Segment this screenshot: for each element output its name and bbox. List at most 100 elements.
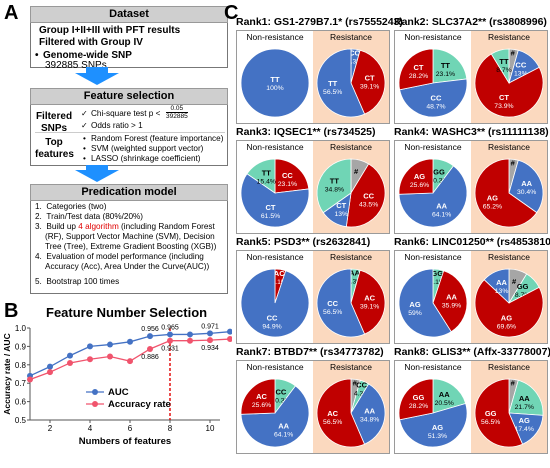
non-resistance-label: Non-resistance	[246, 362, 304, 372]
feature-header: Feature selection	[30, 88, 228, 105]
slice-percent-label: 64.1%	[274, 432, 293, 439]
pie-slice	[474, 279, 544, 338]
fraction-numerator: 0.05	[170, 105, 184, 112]
slice-genotype-label: CC	[349, 49, 360, 58]
resistance-label: Resistance	[487, 252, 531, 262]
data-label: 0.931	[161, 346, 179, 353]
pie-slice	[316, 158, 352, 214]
legend-label: AUC	[108, 387, 129, 398]
down-arrow-icon	[75, 170, 119, 182]
x-tick-label: 10	[206, 424, 215, 433]
slice-percent-label: 10.3%	[429, 177, 448, 184]
pie-slice	[345, 163, 386, 228]
rank-card: Non-resistance Resistance TT 100% CC 4.3% CT 39…	[236, 30, 390, 124]
data-point	[67, 359, 73, 366]
rank-card: Non-resistance Resistance AC 5.1% CC 94.9% AA 4…	[236, 250, 390, 344]
non-resistance-label: Non-resistance	[246, 252, 304, 262]
slice-percent-label: 4.3%	[347, 279, 363, 286]
slice-percent-label: 17.4%	[515, 426, 534, 433]
x-tick-label: 8	[168, 424, 173, 433]
y-tick-label: 0.8	[15, 361, 27, 370]
bullet-icon: •	[35, 50, 39, 61]
data-label: 0.971	[201, 323, 219, 330]
resistance-label: Resistance	[329, 362, 373, 372]
y-tick-label: 0.9	[15, 342, 27, 351]
pie-slice	[474, 158, 538, 228]
feature-selection-box: Feature selection Filtered SNPs ✓ Chi-sq…	[30, 88, 228, 166]
data-point	[187, 331, 193, 338]
data-point	[27, 376, 33, 383]
slice-percent-label: 64.1%	[432, 212, 451, 219]
slice-percent-label: 5.1%	[271, 279, 287, 286]
non-resistance-label: Non-resistance	[246, 32, 304, 42]
slice-percent-label: 28.2%	[409, 403, 428, 410]
resistance-label: Resistance	[329, 32, 373, 42]
data-point	[227, 328, 232, 335]
slice-genotype-label: AA	[439, 390, 450, 399]
pie-slice	[508, 379, 544, 416]
data-point	[87, 356, 93, 363]
dataset-box: Dataset Group I+II+III with PFT results …	[30, 6, 228, 71]
bullet-icon: •	[83, 144, 86, 153]
slice-percent-label: 94.9%	[262, 323, 281, 330]
slice-percent-label: 25.6%	[410, 182, 429, 189]
slice-percent-label: 30.4%	[517, 189, 536, 196]
slice-genotype-label: CT	[499, 93, 509, 102]
rank-title: Rank3: IQSEC1** (rs734525)	[236, 126, 376, 138]
bullet-icon: •	[83, 154, 86, 163]
slice-genotype-label: AG	[432, 423, 443, 432]
slice-genotype-label: TT	[262, 168, 272, 177]
slice-percent-label: 39.1%	[360, 84, 379, 91]
pie-slice	[274, 158, 310, 194]
slice-percent-label: 20.5%	[435, 400, 454, 407]
slice-percent-label: 35.9%	[442, 303, 461, 310]
slice-genotype-label: CT	[266, 203, 276, 212]
model-step-text-pre: Build up	[46, 222, 79, 231]
slice-percent-label: 8.7%	[496, 67, 512, 74]
y-tick-label: 1.0	[15, 324, 27, 333]
non-resistance-label: Non-resistance	[404, 362, 462, 372]
slice-genotype-label: GG	[517, 282, 529, 291]
pie-slice	[483, 268, 510, 304]
slice-genotype-label: #	[512, 277, 517, 286]
data-point	[147, 333, 153, 340]
slice-genotype-label: AA	[349, 269, 360, 278]
slice-percent-label: 15.4%	[257, 178, 276, 185]
non-resistance-label: Non-resistance	[404, 252, 462, 262]
model-step-text: Train/Test data (80%/20%)	[46, 212, 144, 221]
slice-genotype-label: CC	[276, 387, 287, 396]
model-step-text: Categories (two)	[46, 202, 107, 211]
slice-percent-label: 61.5%	[261, 213, 280, 220]
rank-title: Rank4: WASHC3** (rs11111138)	[394, 126, 549, 138]
pie-slice	[508, 159, 544, 214]
resistance-label: Resistance	[329, 252, 373, 262]
data-point	[187, 337, 193, 344]
model-header: Predication model	[30, 184, 228, 201]
slice-genotype-label: CT	[414, 63, 424, 72]
chi-square-criterion: Chi-square test p <	[91, 109, 161, 118]
resistance-label: Resistance	[329, 142, 373, 152]
rank-card: Non-resistance Resistance CC 10.3% AA 64.1% AC…	[236, 360, 390, 454]
pie-slice	[399, 78, 468, 118]
top-feature-item: LASSO (shrinkage coefficient)	[91, 154, 201, 163]
data-point	[107, 341, 113, 348]
x-tick-label: 6	[128, 424, 133, 433]
data-point	[207, 330, 213, 337]
y-tick-label: 0.7	[15, 379, 27, 388]
data-point	[47, 363, 53, 370]
pie-slice	[398, 48, 434, 91]
legend-marker	[92, 389, 98, 395]
slice-genotype-label: GG	[431, 269, 443, 278]
x-tick-label: 4	[88, 424, 93, 433]
data-label: 0.956	[141, 326, 159, 333]
filtered-snps-label: Filtered SNPs	[35, 111, 73, 134]
slice-genotype-label: CC	[515, 61, 526, 70]
slice-percent-label: 34.8%	[325, 186, 344, 193]
